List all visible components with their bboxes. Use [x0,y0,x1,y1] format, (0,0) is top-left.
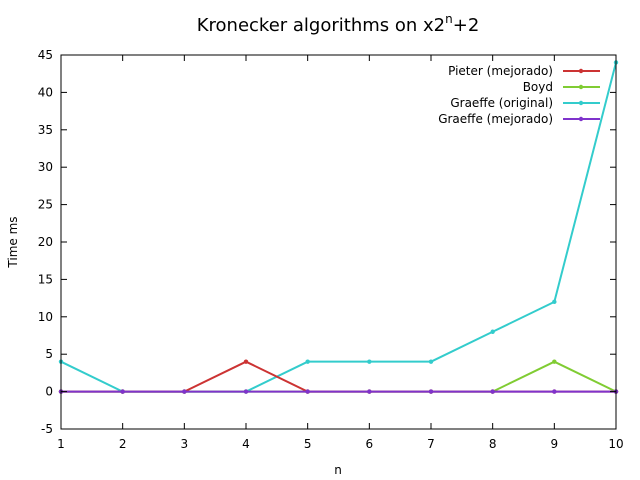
legend-swatch-point [578,116,584,122]
y-tick-label: 5 [45,347,53,361]
legend-swatch-point [578,84,584,90]
legend: Pieter (mejorado) Boyd Graeffe (original) G… [438,64,600,126]
x-axis-label: n [334,463,342,477]
y-tick-label: 30 [38,160,53,174]
series-3-point [367,359,372,364]
x-tick-label: 7 [427,437,435,451]
series-4-point [428,389,434,394]
series-4-point [120,389,125,394]
series-4-point [552,389,557,394]
series-layer [58,60,619,394]
series-4-point [367,389,372,394]
x-tick-label: 10 [608,437,623,451]
series-line-2 [61,360,617,393]
series-4-point [305,389,310,394]
y-axis-label: Time ms [6,216,20,268]
y-tick-label: 20 [38,235,53,249]
series-1-point [243,359,249,364]
series-4-point [182,389,187,394]
x-axis: 1 2 3 4 5 6 7 8 9 10 [57,55,624,451]
series-3-point [428,359,434,364]
x-tick-label: 2 [119,437,127,451]
series-4-point [490,389,495,394]
legend-label: Boyd [523,80,553,94]
x-tick-label: 6 [366,437,374,451]
x-tick-label: 5 [304,437,312,451]
series-4-point [243,389,249,394]
legend-label: Graeffe (mejorado) [438,112,553,126]
y-tick-label: 40 [38,85,53,99]
legend-label: Graeffe (original) [450,96,553,110]
y-tick-label: 15 [38,272,53,286]
x-tick-label: 1 [57,437,65,451]
y-tick-label: 0 [45,385,53,399]
x-tick-label: 4 [242,437,250,451]
legend-swatch-point [578,68,584,74]
x-tick-label: 3 [181,437,189,451]
y-tick-label: 45 [38,48,53,62]
legend-label: Pieter (mejorado) [448,64,553,78]
y-tick-label: 35 [38,123,53,137]
x-tick-label: 9 [551,437,559,451]
series-line-1 [61,360,616,393]
series-3-point [305,359,310,364]
y-tick-label: 25 [38,198,53,212]
x-tick-label: 8 [489,437,497,451]
y-axis: -5 0 5 10 15 20 25 30 35 40 45 [38,48,616,436]
chart-title: Kronecker algorithms on x2n+2 [197,12,480,36]
y-tick-label: -5 [41,422,53,436]
series-3-point [552,299,557,305]
series-2-point [552,359,557,364]
legend-swatch-point [578,100,584,106]
y-tick-label: 10 [38,310,53,324]
series-3-point [490,329,495,334]
